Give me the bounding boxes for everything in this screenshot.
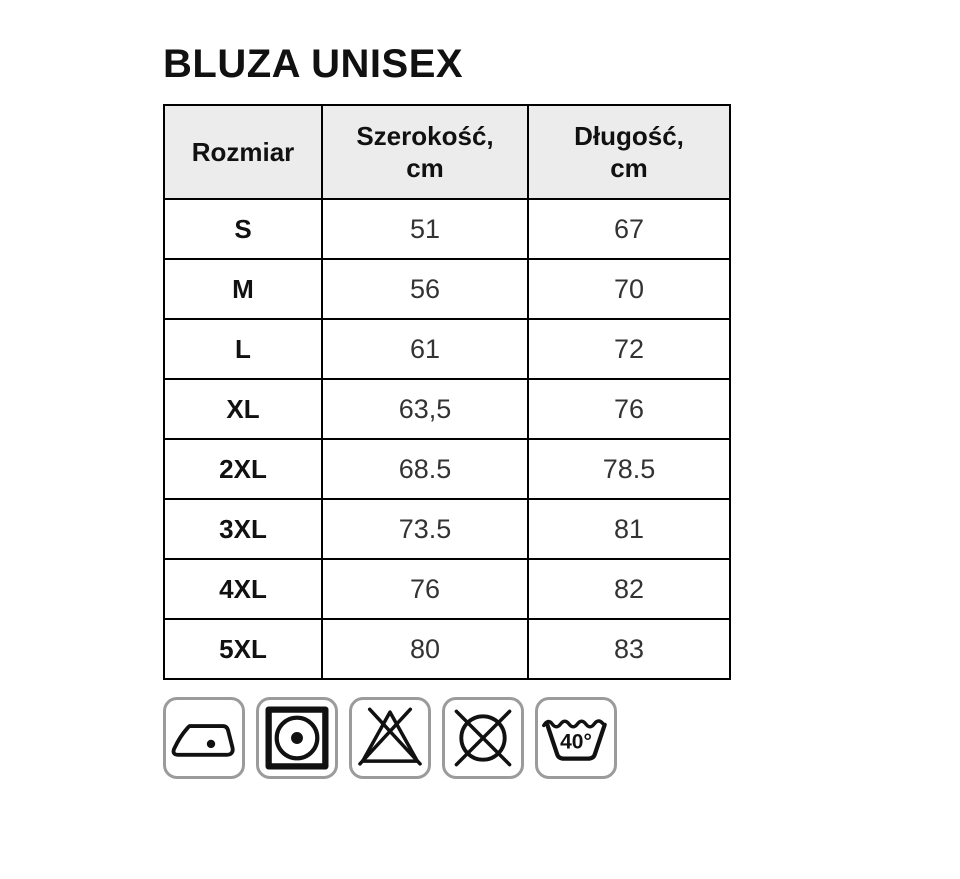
size-label: 5XL [163, 618, 323, 680]
size-label: 2XL [163, 438, 323, 500]
width-value: 51 [321, 198, 529, 260]
table-row: 3XL 73.5 81 [163, 498, 731, 560]
column-header-width: Szerokość, cm [321, 104, 529, 200]
table-row: 4XL 76 82 [163, 558, 731, 620]
tumble-dry-one-dot-icon [256, 697, 338, 779]
column-header-label: Szerokość, [356, 120, 494, 151]
size-label: 4XL [163, 558, 323, 620]
length-value: 67 [527, 198, 731, 260]
column-header-label: Rozmiar [191, 136, 295, 167]
column-header-length: Długość, cm [527, 104, 731, 200]
size-chart-content: BLUZA UNISEX Rozmiar Szerokość, cm [163, 42, 731, 779]
table-row: L 61 72 [163, 318, 731, 380]
do-not-dry-clean-icon [442, 697, 524, 779]
size-label: 3XL [163, 498, 323, 560]
length-value: 83 [527, 618, 731, 680]
do-not-bleach-icon [349, 697, 431, 779]
width-value: 76 [321, 558, 529, 620]
table-row: M 56 70 [163, 258, 731, 320]
page-title: BLUZA UNISEX [163, 42, 464, 86]
table-row: S 51 67 [163, 198, 731, 260]
wash-temperature-label: 40° [560, 731, 592, 754]
width-value: 73.5 [321, 498, 529, 560]
size-table: Rozmiar Szerokość, cm Długość, cm S [163, 104, 731, 680]
table-header-row: Rozmiar Szerokość, cm Długość, cm [163, 104, 731, 200]
column-header-unit: cm [406, 153, 444, 183]
length-value: 72 [527, 318, 731, 380]
width-value: 56 [321, 258, 529, 320]
care-symbols-row: 40° [163, 697, 731, 779]
table-row: 5XL 80 83 [163, 618, 731, 680]
column-header-label: Długość, [574, 120, 684, 151]
size-label: M [163, 258, 323, 320]
width-value: 68.5 [321, 438, 529, 500]
wash-40-icon: 40° [535, 697, 617, 779]
table-row: 2XL 68.5 78.5 [163, 438, 731, 500]
length-value: 82 [527, 558, 731, 620]
width-value: 80 [321, 618, 529, 680]
size-label: S [163, 198, 323, 260]
length-value: 78.5 [527, 438, 731, 500]
size-label: XL [163, 378, 323, 440]
length-value: 70 [527, 258, 731, 320]
table-row: XL 63,5 76 [163, 378, 731, 440]
column-header-size: Rozmiar [163, 104, 323, 200]
iron-one-dot-icon [163, 697, 245, 779]
size-label: L [163, 318, 323, 380]
width-value: 63,5 [321, 378, 529, 440]
length-value: 81 [527, 498, 731, 560]
width-value: 61 [321, 318, 529, 380]
column-header-unit: cm [610, 153, 648, 183]
length-value: 76 [527, 378, 731, 440]
